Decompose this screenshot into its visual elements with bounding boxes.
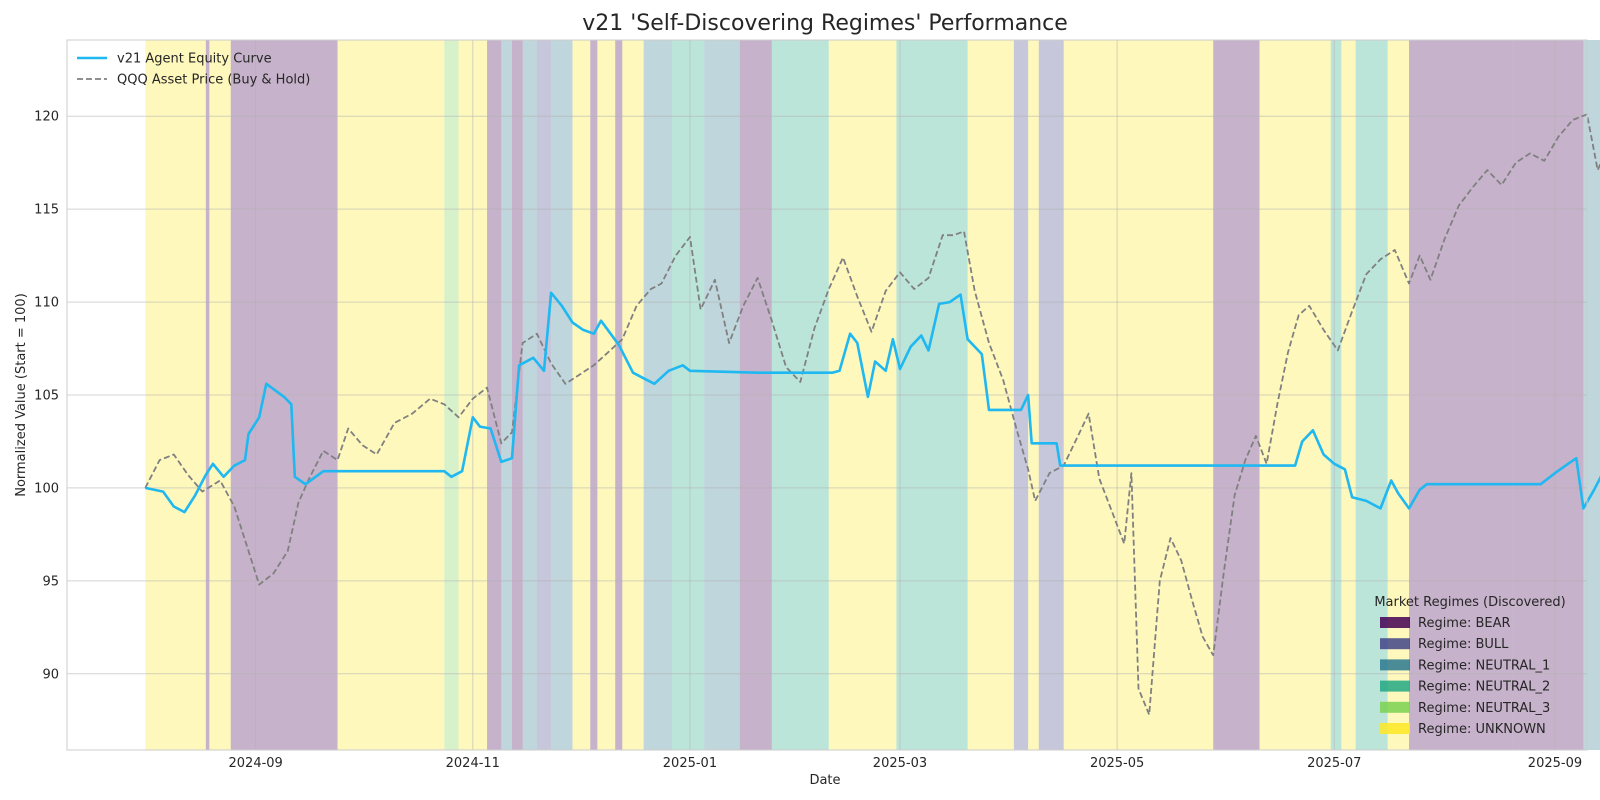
x-axis-label: Date: [809, 773, 840, 788]
x-tick-label: 2025-09: [1528, 756, 1582, 771]
grid-lines: [67, 40, 1587, 750]
y-tick-label: 90: [42, 667, 59, 682]
y-tick-label: 95: [42, 574, 59, 589]
y-tick-label: 100: [34, 481, 59, 496]
regime-legend-label: Regime: NEUTRAL_3: [1418, 701, 1550, 716]
regime-legend-swatch: [1380, 723, 1410, 734]
regime-legend-label: Regime: NEUTRAL_1: [1418, 658, 1550, 673]
y-tick-label: 105: [34, 389, 59, 404]
agent-equity-line: [145, 291, 1600, 514]
regime-legend-label: Regime: BULL: [1418, 637, 1509, 652]
x-tick-label: 2025-01: [663, 756, 717, 771]
regime-legend-swatch: [1380, 617, 1410, 628]
regime-legend: Market Regimes (Discovered) Regime: BEAR…: [1374, 595, 1565, 737]
x-tick-label: 2025-07: [1307, 756, 1361, 771]
y-tick-label: 120: [34, 110, 59, 125]
series-legend: v21 Agent Equity Curve QQQ Asset Price (B…: [77, 52, 310, 88]
tick-labels: 90 95 100 105 110 115 120 2024-09 2024-11 2025-01…: [34, 110, 1582, 771]
regime-legend-title: Market Regimes (Discovered): [1374, 595, 1565, 610]
plot-frame: [66, 39, 1588, 751]
regime-legend-swatch: [1380, 659, 1410, 671]
y-tick-label: 115: [34, 203, 59, 218]
y-tick-label: 110: [34, 296, 59, 311]
regime-legend-label: Regime: NEUTRAL_2: [1418, 680, 1550, 695]
x-tick-label: 2025-03: [873, 756, 927, 771]
regime-legend-swatch: [1380, 701, 1410, 713]
regime-legend-swatch: [1380, 638, 1410, 650]
qqq-price-line: [144, 113, 1600, 716]
series-lines: [144, 113, 1600, 716]
legend-label: QQQ Asset Price (Buy & Hold): [117, 73, 310, 88]
x-tick-label: 2025-05: [1090, 756, 1144, 771]
regime-band-neutral_1: [1583, 40, 1600, 750]
regime-legend-label: Regime: BEAR: [1418, 616, 1511, 631]
x-tick-label: 2024-11: [446, 756, 500, 771]
legend-label: v21 Agent Equity Curve: [117, 52, 272, 67]
regime-legend-label: Regime: UNKNOWN: [1418, 722, 1546, 737]
chart-title: v21 'Self-Discovering Regimes' Performan…: [582, 11, 1068, 36]
y-axis-label: Normalized Value (Start = 100): [14, 293, 29, 497]
x-tick-label: 2024-09: [229, 756, 283, 771]
regime-legend-swatch: [1380, 680, 1410, 692]
